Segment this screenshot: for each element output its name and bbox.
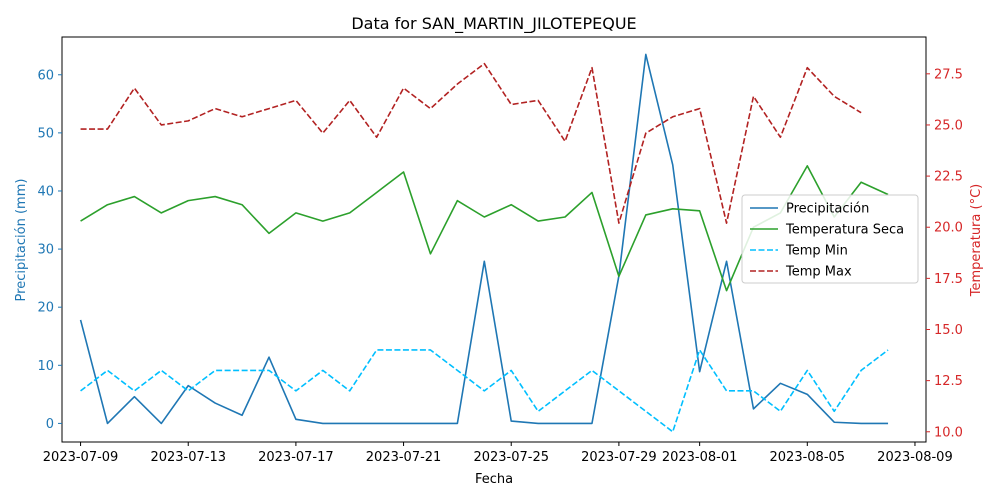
legend: Precipitación Temperatura Seca Temp Min Tem…: [741, 194, 919, 284]
y-right-tick-label: 15.0: [934, 323, 963, 338]
x-tick-label: 2023-07-13: [150, 450, 226, 465]
plot-frame: [61, 36, 927, 443]
y-right-tick-label: 22.5: [934, 170, 963, 185]
y-left-tick-label: 40: [37, 184, 54, 199]
y-left-tick-label: 10: [37, 359, 54, 374]
y-right-tick-label: 12.5: [934, 374, 963, 389]
x-tick-label: 2023-08-05: [770, 450, 846, 465]
legend-box: [741, 194, 919, 284]
y-right-tick-label: 27.5: [934, 67, 963, 82]
y-axis-left: 0 10 20 30 40 50 60: [37, 68, 62, 432]
y-left-tick-label: 20: [37, 301, 54, 316]
x-axis-title: Fecha: [475, 472, 513, 487]
x-tick-label: 2023-08-09: [877, 450, 953, 465]
series-line-precipitaci-n: [79, 53, 889, 425]
chart-title: Data for SAN_MARTIN_JILOTEPEQUE: [351, 14, 636, 34]
y-left-tick-label: 50: [37, 126, 54, 141]
y-right-tick-label: 20.0: [934, 221, 963, 236]
y-left-tick-label: 30: [37, 243, 54, 258]
x-tick-label: 2023-08-01: [662, 450, 738, 465]
y-left-tick-label: 60: [37, 68, 54, 83]
y-right-tick-label: 10.0: [934, 425, 963, 440]
series-line-temp-max: [80, 62, 862, 224]
legend-label: Temp Min: [785, 244, 848, 259]
legend-label: Temperatura Seca: [785, 223, 904, 238]
x-tick-label: 2023-07-29: [581, 450, 657, 465]
y-axis-left-title: Precipitación (mm): [14, 179, 29, 302]
x-axis: 2023-07-09 2023-07-13 2023-07-17 2023-07-21…: [43, 442, 953, 465]
x-tick-label: 2023-07-21: [366, 450, 442, 465]
y-right-tick-label: 25.0: [934, 118, 963, 133]
series-line-temp-min: [80, 349, 889, 433]
y-left-tick-label: 0: [46, 417, 54, 432]
legend-label: Temp Max: [785, 265, 852, 280]
legend-label: Precipitación: [786, 202, 869, 217]
y-right-tick-label: 17.5: [934, 272, 963, 287]
x-tick-label: 2023-07-17: [258, 450, 334, 465]
x-tick-label: 2023-07-09: [43, 450, 119, 465]
y-axis-right: 10.0 12.5 15.0 17.5 20.0 22.5 25.0 27.5: [926, 67, 963, 440]
x-tick-label: 2023-07-25: [473, 450, 549, 465]
y-axis-right-title: Temperatura (°C): [969, 184, 984, 297]
